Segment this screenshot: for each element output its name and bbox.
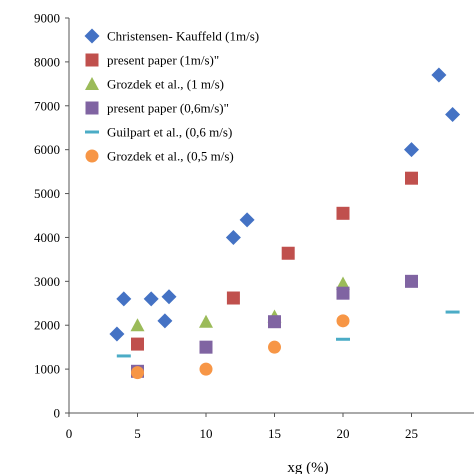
data-point-diamond [431, 67, 447, 83]
y-tick-label: 2000 [34, 318, 60, 333]
data-point-diamond [161, 289, 177, 305]
y-tick-label: 9000 [34, 11, 60, 26]
x-tick-label: 15 [268, 426, 281, 441]
data-point-dash [336, 337, 350, 341]
x-tick-label: 5 [134, 426, 141, 441]
data-point-square [336, 206, 350, 220]
data-point-dash [445, 310, 460, 314]
y-tick-label: 8000 [34, 54, 60, 69]
axes [68, 18, 474, 414]
data-point-square [131, 337, 144, 351]
data-point-diamond [116, 291, 132, 307]
legend: Christensen- Kauffeld (1m/s) present pape… [84, 28, 259, 164]
legend-label: present paper (1m/s)" [107, 53, 219, 68]
legend-marker [85, 77, 99, 90]
x-tick-label: 20 [337, 426, 350, 441]
y-tick-label: 3000 [34, 274, 60, 289]
legend-label: present paper (0,6m/s)" [107, 101, 229, 116]
y-tick-labels: 0 1000 2000 3000 4000 5000 6000 7000 8000 9000 [34, 11, 69, 421]
data-point-square [281, 246, 295, 260]
data-point-dash [116, 354, 131, 358]
x-tick-label: 25 [405, 426, 418, 441]
data-point-diamond [109, 326, 125, 342]
data-point-diamond [225, 229, 241, 245]
x-tick-label: 10 [200, 426, 213, 441]
x-tick-label: 0 [66, 426, 73, 441]
data-point-square [226, 291, 240, 305]
data-point-triangle [199, 314, 213, 328]
data-point-square [336, 286, 350, 300]
data-point-square [268, 315, 281, 329]
data-points [109, 67, 461, 380]
data-point-triangle [336, 276, 350, 290]
legend-marker [85, 130, 99, 134]
y-tick-label: 1000 [34, 362, 60, 377]
data-point-diamond [157, 313, 173, 329]
data-point-diamond [445, 107, 461, 123]
y-tick-label: 4000 [34, 230, 60, 245]
data-point-square [405, 274, 418, 288]
y-tick-label: 0 [54, 406, 61, 421]
data-point-diamond [239, 212, 255, 228]
data-point-circle [336, 314, 350, 328]
y-tick-label: 6000 [34, 142, 60, 157]
data-point-diamond [404, 142, 419, 158]
data-point-diamond [143, 291, 159, 307]
y-tick-label: 7000 [34, 98, 60, 113]
legend-marker [84, 28, 100, 44]
legend-marker [85, 53, 99, 67]
data-point-circle [131, 366, 144, 380]
data-point-square [405, 171, 418, 185]
legend-label: Grozdek et al., (0,5 m/s) [107, 149, 234, 164]
data-point-triangle [130, 318, 145, 332]
x-axis-label: xg (%) [287, 460, 328, 474]
data-point-circle [268, 340, 281, 354]
data-point-square [199, 340, 213, 354]
legend-label: Guilpart et al., (0,6 m/s) [107, 125, 232, 140]
y-tick-label: 5000 [34, 186, 60, 201]
legend-marker [85, 101, 99, 115]
legend-marker [85, 149, 99, 163]
legend-label: Grozdek et al., (1 m/s) [107, 77, 224, 92]
data-point-circle [199, 362, 213, 376]
x-tick-labels: 05101520253 [66, 413, 418, 441]
legend-label: Christensen- Kauffeld (1m/s) [107, 29, 259, 44]
